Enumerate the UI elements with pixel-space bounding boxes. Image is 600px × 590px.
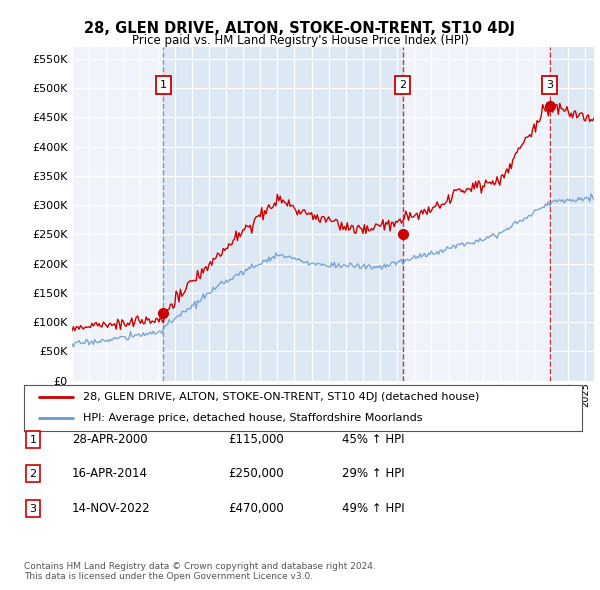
Text: £115,000: £115,000 (228, 433, 284, 446)
Text: 2: 2 (29, 469, 37, 478)
Text: 2: 2 (399, 80, 406, 90)
Text: £250,000: £250,000 (228, 467, 284, 480)
Text: 3: 3 (547, 80, 553, 90)
Text: £470,000: £470,000 (228, 502, 284, 515)
Bar (550, 47, 594, 381)
Text: 49% ↑ HPI: 49% ↑ HPI (342, 502, 404, 515)
Text: 3: 3 (29, 504, 37, 513)
Bar (163, 47, 403, 381)
Text: Price paid vs. HM Land Registry's House Price Index (HPI): Price paid vs. HM Land Registry's House … (131, 34, 469, 47)
Text: 28, GLEN DRIVE, ALTON, STOKE-ON-TRENT, ST10 4DJ: 28, GLEN DRIVE, ALTON, STOKE-ON-TRENT, S… (85, 21, 515, 35)
Text: 14-NOV-2022: 14-NOV-2022 (72, 502, 151, 515)
Text: 1: 1 (160, 80, 167, 90)
Text: 16-APR-2014: 16-APR-2014 (72, 467, 148, 480)
Text: HPI: Average price, detached house, Staffordshire Moorlands: HPI: Average price, detached house, Staf… (83, 413, 422, 423)
Text: 45% ↑ HPI: 45% ↑ HPI (342, 433, 404, 446)
Text: 28, GLEN DRIVE, ALTON, STOKE-ON-TRENT, ST10 4DJ (detached house): 28, GLEN DRIVE, ALTON, STOKE-ON-TRENT, S… (83, 392, 479, 402)
Text: 28-APR-2000: 28-APR-2000 (72, 433, 148, 446)
Text: 1: 1 (29, 435, 37, 444)
Text: Contains HM Land Registry data © Crown copyright and database right 2024.
This d: Contains HM Land Registry data © Crown c… (24, 562, 376, 581)
Text: 29% ↑ HPI: 29% ↑ HPI (342, 467, 404, 480)
